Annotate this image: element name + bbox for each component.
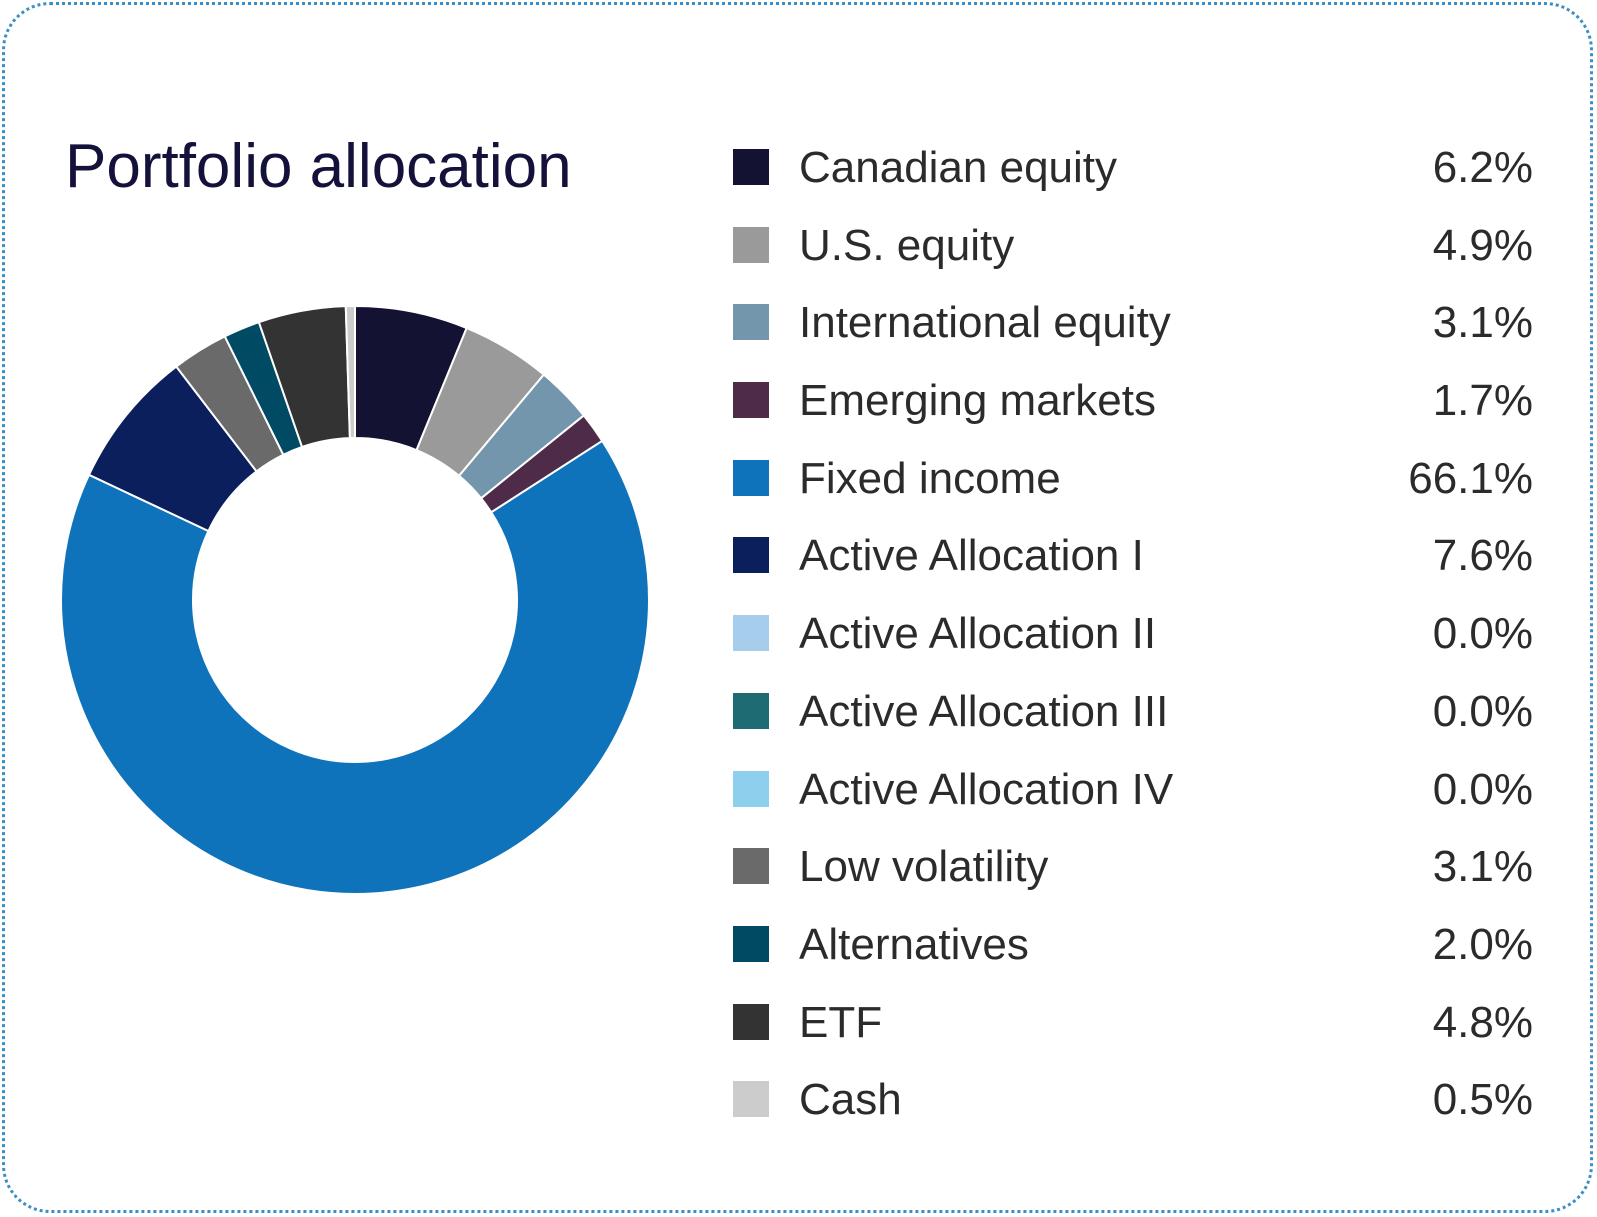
legend-label: Cash: [799, 1075, 902, 1125]
legend-value: 3.1%: [1432, 298, 1533, 348]
legend-label: Active Allocation IV: [799, 764, 1174, 814]
legend-item-international-equity: International equity 3.1%: [733, 284, 1533, 362]
legend-label: Active Allocation III: [799, 686, 1169, 736]
legend-swatch: [733, 770, 769, 807]
chart-title: Portfolio allocation: [65, 132, 572, 201]
legend-value: 2.0%: [1432, 919, 1533, 969]
legend-item-active-allocation-ii: Active Allocation II 0.0%: [733, 595, 1533, 673]
legend: Canadian equity 6.2% U.S. equity 4.9% Intern…: [733, 129, 1533, 1139]
legend-value: 7.6%: [1432, 531, 1533, 581]
legend-value: 4.8%: [1432, 997, 1533, 1047]
legend-item-alternatives: Alternatives 2.0%: [733, 906, 1533, 984]
legend-value: 0.0%: [1432, 764, 1533, 814]
legend-value: 3.1%: [1432, 842, 1533, 892]
legend-item-active-allocation-i: Active Allocation I 7.6%: [733, 517, 1533, 595]
legend-swatch: [733, 925, 769, 962]
legend-swatch: [733, 149, 769, 185]
legend-swatch: [733, 1081, 769, 1118]
legend-item-canadian-equity: Canadian equity 6.2%: [733, 129, 1533, 207]
legend-swatch: [733, 848, 769, 885]
legend-swatch: [733, 304, 769, 341]
legend-label: Active Allocation I: [799, 531, 1144, 581]
legend-swatch: [733, 459, 769, 496]
legend-item-u-s-equity: U.S. equity 4.9%: [733, 207, 1533, 285]
legend-item-active-allocation-iii: Active Allocation III 0.0%: [733, 673, 1533, 751]
legend-label: Fixed income: [799, 453, 1061, 503]
donut-slice-cash: [344, 304, 356, 440]
legend-value: 66.1%: [1408, 453, 1533, 503]
donut-slice-fixed-income: [60, 439, 650, 895]
legend-label: ETF: [799, 997, 883, 1047]
donut-chart: [60, 304, 650, 895]
legend-swatch: [733, 226, 769, 263]
legend-value: 0.0%: [1432, 609, 1533, 659]
legend-label: Canadian equity: [799, 143, 1118, 192]
legend-swatch: [733, 1003, 769, 1040]
legend-label: International equity: [799, 298, 1171, 348]
legend-value: 6.2%: [1432, 143, 1533, 192]
legend-swatch: [733, 692, 769, 729]
legend-label: U.S. equity: [799, 220, 1015, 270]
legend-value: 4.9%: [1432, 220, 1533, 270]
legend-swatch: [733, 382, 769, 419]
legend-swatch: [733, 537, 769, 574]
legend-value: 0.5%: [1432, 1075, 1533, 1125]
legend-item-active-allocation-iv: Active Allocation IV 0.0%: [733, 751, 1533, 829]
legend-item-low-volatility: Low volatility 3.1%: [733, 828, 1533, 906]
legend-value: 1.7%: [1432, 376, 1533, 426]
legend-label: Active Allocation II: [799, 609, 1157, 659]
legend-value: 0.0%: [1432, 686, 1533, 736]
legend-label: Emerging markets: [799, 376, 1157, 426]
legend-item-emerging-markets: Emerging markets 1.7%: [733, 362, 1533, 440]
legend-label: Low volatility: [799, 842, 1049, 892]
legend-swatch: [733, 615, 769, 652]
legend-label: Alternatives: [799, 919, 1029, 969]
legend-item-cash: Cash 0.5%: [733, 1061, 1533, 1139]
legend-item-fixed-income: Fixed income 66.1%: [733, 440, 1533, 518]
legend-item-etf: ETF 4.8%: [733, 984, 1533, 1062]
